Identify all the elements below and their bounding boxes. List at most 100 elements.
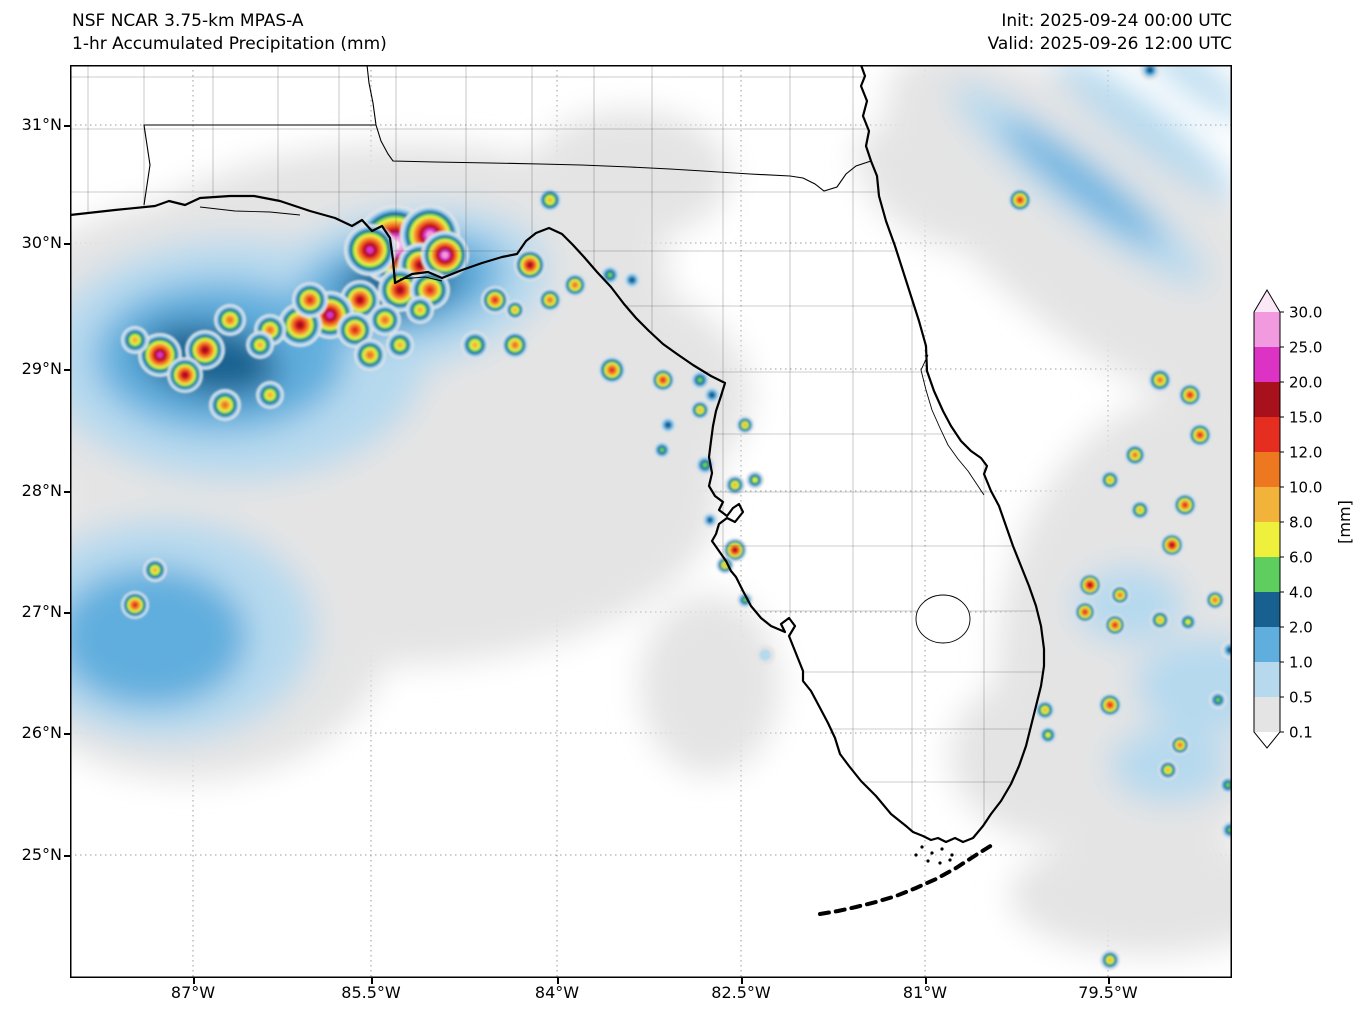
precip-cell bbox=[1221, 821, 1232, 839]
precip-cell bbox=[1104, 614, 1126, 636]
colorbar-svg: 30.0 25.0 20.0 15.0 12.0 10.0 8.0 6.0 4.0 2.0 1.0 0… bbox=[1253, 289, 1354, 749]
precip-cell bbox=[725, 475, 745, 495]
precip-cell bbox=[378, 268, 422, 312]
precip-area bbox=[1053, 65, 1232, 200]
colorbar-tick-label: 12.0 bbox=[1289, 444, 1322, 462]
x-tick-mark bbox=[1108, 978, 1110, 984]
precip-cell bbox=[736, 416, 754, 434]
precip-area bbox=[1010, 835, 1232, 955]
init-time-label: Init: 2025-09-24 00:00 UTC bbox=[1001, 11, 1232, 31]
colorbar-tick-label: 6.0 bbox=[1289, 549, 1313, 567]
colorbar-tick-label: 30.0 bbox=[1289, 304, 1322, 322]
coastline-path bbox=[70, 65, 1046, 844]
y-tick-mark bbox=[64, 855, 70, 857]
precip-cell bbox=[1098, 693, 1122, 717]
colorbar-tick-label: 0.5 bbox=[1289, 689, 1313, 707]
precip-cell bbox=[703, 386, 721, 404]
colorbar-tick-label: 10.0 bbox=[1289, 479, 1322, 497]
valid-time-label: Valid: 2025-09-26 12:00 UTC bbox=[987, 34, 1232, 54]
precip-cell bbox=[185, 330, 225, 370]
precip-cell bbox=[690, 370, 710, 390]
precip-cell bbox=[600, 265, 620, 285]
precip-cell bbox=[246, 331, 274, 359]
precip-cells bbox=[121, 65, 1232, 970]
x-tick-label: 87°W bbox=[170, 983, 216, 1002]
y-tick-mark bbox=[64, 491, 70, 493]
precip-cell bbox=[481, 286, 509, 314]
precip-cell bbox=[1008, 188, 1032, 212]
y-tick-mark bbox=[64, 243, 70, 245]
colorbar-band bbox=[1254, 522, 1280, 557]
precip-cell bbox=[292, 282, 328, 318]
x-tick-mark bbox=[557, 978, 559, 984]
precip-area bbox=[640, 595, 780, 775]
precip-area bbox=[1135, 637, 1232, 733]
y-tick-label: 28°N bbox=[21, 481, 62, 500]
y-tick-label: 27°N bbox=[21, 602, 62, 621]
x-tick-label: 85.5°W bbox=[341, 983, 401, 1002]
precip-cell bbox=[461, 331, 489, 359]
precip-cell bbox=[1130, 500, 1150, 520]
map-title-line2: 1-hr Accumulated Precipitation (mm) bbox=[72, 34, 387, 54]
colorbar-band bbox=[1254, 417, 1280, 452]
colorbar-band bbox=[1254, 487, 1280, 522]
colorbar-tick-label: 2.0 bbox=[1289, 619, 1313, 637]
precip-area bbox=[857, 119, 1023, 251]
precip-cell bbox=[1158, 760, 1178, 780]
precip-cell bbox=[214, 304, 246, 336]
precip-cell bbox=[121, 591, 149, 619]
x-tick-mark bbox=[193, 978, 195, 984]
precip-cell bbox=[256, 381, 284, 409]
precip-cell bbox=[337, 312, 373, 348]
precip-area bbox=[1002, 120, 1162, 246]
precip-cell bbox=[501, 331, 529, 359]
y-tick-mark bbox=[64, 733, 70, 735]
precip-cell bbox=[143, 558, 167, 582]
precip-cell bbox=[167, 357, 203, 393]
precip-cell bbox=[1074, 601, 1096, 623]
colorbar-under-arrow bbox=[1254, 732, 1280, 748]
colorbar-band bbox=[1254, 557, 1280, 592]
precip-cell bbox=[1209, 691, 1227, 709]
lake-okeechobee bbox=[915, 594, 971, 644]
colorbar-band bbox=[1254, 697, 1280, 732]
colorbar-band bbox=[1254, 382, 1280, 417]
colorbar-band bbox=[1254, 452, 1280, 487]
colorbar: 30.0 25.0 20.0 15.0 12.0 10.0 8.0 6.0 4.0 2.0 1.0 0… bbox=[1246, 282, 1366, 782]
colorbar-tick-label: 8.0 bbox=[1289, 514, 1313, 532]
x-tick-mark bbox=[925, 978, 927, 984]
precip-cell bbox=[755, 645, 775, 665]
precip-cell bbox=[1178, 383, 1202, 407]
y-tick-label: 25°N bbox=[21, 845, 62, 864]
colorbar-units-label: [mm] bbox=[1335, 500, 1354, 544]
precip-cell bbox=[702, 512, 718, 528]
y-tick-label: 26°N bbox=[21, 723, 62, 742]
precip-cell bbox=[1150, 610, 1170, 630]
x-tick-mark bbox=[371, 978, 373, 984]
precip-cell bbox=[138, 333, 182, 377]
precip-area bbox=[1138, 65, 1232, 122]
precip-cell bbox=[1035, 700, 1055, 720]
colorbar-tick-label: 15.0 bbox=[1289, 409, 1322, 427]
precip-cell bbox=[1179, 613, 1197, 631]
precip-cell bbox=[1100, 470, 1120, 490]
y-tick-label: 30°N bbox=[21, 233, 62, 252]
colorbar-band bbox=[1254, 627, 1280, 662]
precip-cell bbox=[598, 356, 626, 384]
precip-cell bbox=[505, 300, 525, 320]
colorbar-over-arrow bbox=[1254, 290, 1280, 312]
precip-cell bbox=[746, 471, 764, 489]
precip-cell bbox=[1160, 533, 1184, 557]
precip-cell bbox=[514, 249, 546, 281]
x-tick-label: 82.5°W bbox=[711, 983, 771, 1002]
precip-cell bbox=[538, 188, 562, 212]
precip-cell bbox=[421, 231, 469, 279]
precip-cell bbox=[563, 273, 587, 297]
state-borders-path bbox=[143, 65, 872, 206]
precip-cell bbox=[1140, 65, 1160, 80]
y-tick-mark bbox=[64, 612, 70, 614]
precip-cell bbox=[386, 331, 414, 359]
precip-cell bbox=[406, 296, 434, 324]
precip-cell bbox=[659, 416, 677, 434]
